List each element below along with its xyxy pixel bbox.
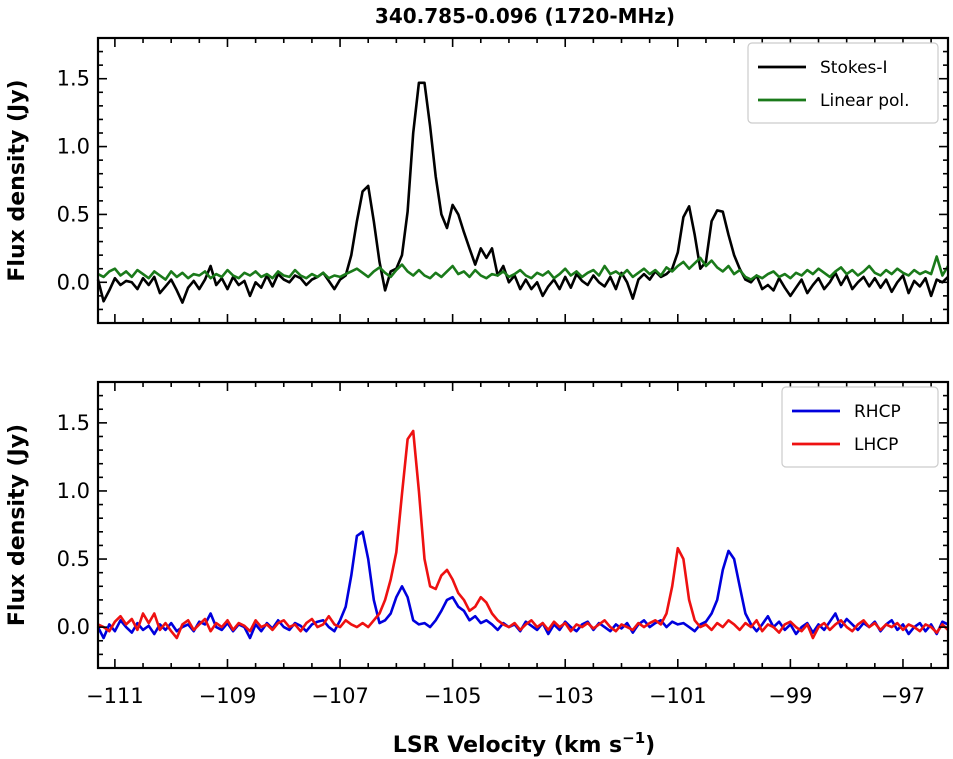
legend-label: Linear pol. <box>820 91 910 111</box>
legend-frame <box>781 386 939 468</box>
x-axis-label-exponent: −1 <box>622 729 645 747</box>
y-tick-label: 1.5 <box>57 67 90 91</box>
x-axis-label-main: LSR Velocity (km s <box>393 733 622 758</box>
x-tick-label: −101 <box>649 684 707 708</box>
legend: RHCP LHCP <box>781 386 939 468</box>
y-tick-label: 0.5 <box>57 547 90 571</box>
y-axis-label: Flux density (Jy) <box>5 79 30 281</box>
x-tick-label: −103 <box>536 684 594 708</box>
axes-frame <box>96 380 950 670</box>
y-tick-label: 1.0 <box>57 479 90 503</box>
x-axis-label-close: ) <box>645 733 655 758</box>
legend-label: RHCP <box>854 402 901 422</box>
x-tick-label: −97 <box>881 684 925 708</box>
legend-label: Stokes-I <box>820 58 888 78</box>
legend: Stokes-I Linear pol. <box>747 42 939 124</box>
x-tick-label: −111 <box>86 684 144 708</box>
series-line-lhcp <box>97 429 949 640</box>
y-axis-label: Flux density (Jy) <box>5 424 30 626</box>
x-tick-label: −107 <box>311 684 369 708</box>
legend-label: LHCP <box>854 435 898 455</box>
series-line-linear-pol <box>97 255 950 281</box>
axes-frame <box>96 36 950 325</box>
legend-frame <box>747 42 939 124</box>
x-tick-label: −109 <box>199 684 257 708</box>
x-tick-label: −99 <box>768 684 812 708</box>
bottom-panel-rhcp-lhcp: 0.0 0.5 1.0 1.5 Flux density (Jy) −111 −109 −10… <box>5 380 950 708</box>
x-tick-label: −105 <box>424 684 482 708</box>
y-tick-label: 1.0 <box>57 135 90 159</box>
y-tick-label: 0.0 <box>57 270 90 294</box>
y-tick-label: 1.5 <box>57 411 90 435</box>
figure-title: 340.785-0.096 (1720-MHz) <box>375 4 675 28</box>
y-tick-label: 0.0 <box>57 615 90 639</box>
x-axis-label: LSR Velocity (km s−1) <box>393 729 655 758</box>
top-panel-stokes-linear: 0.0 0.5 1.0 1.5 Flux density (Jy) Stokes-I Lin… <box>5 36 950 325</box>
series-line-stokes-i <box>96 81 949 304</box>
y-tick-label: 0.5 <box>57 202 90 226</box>
